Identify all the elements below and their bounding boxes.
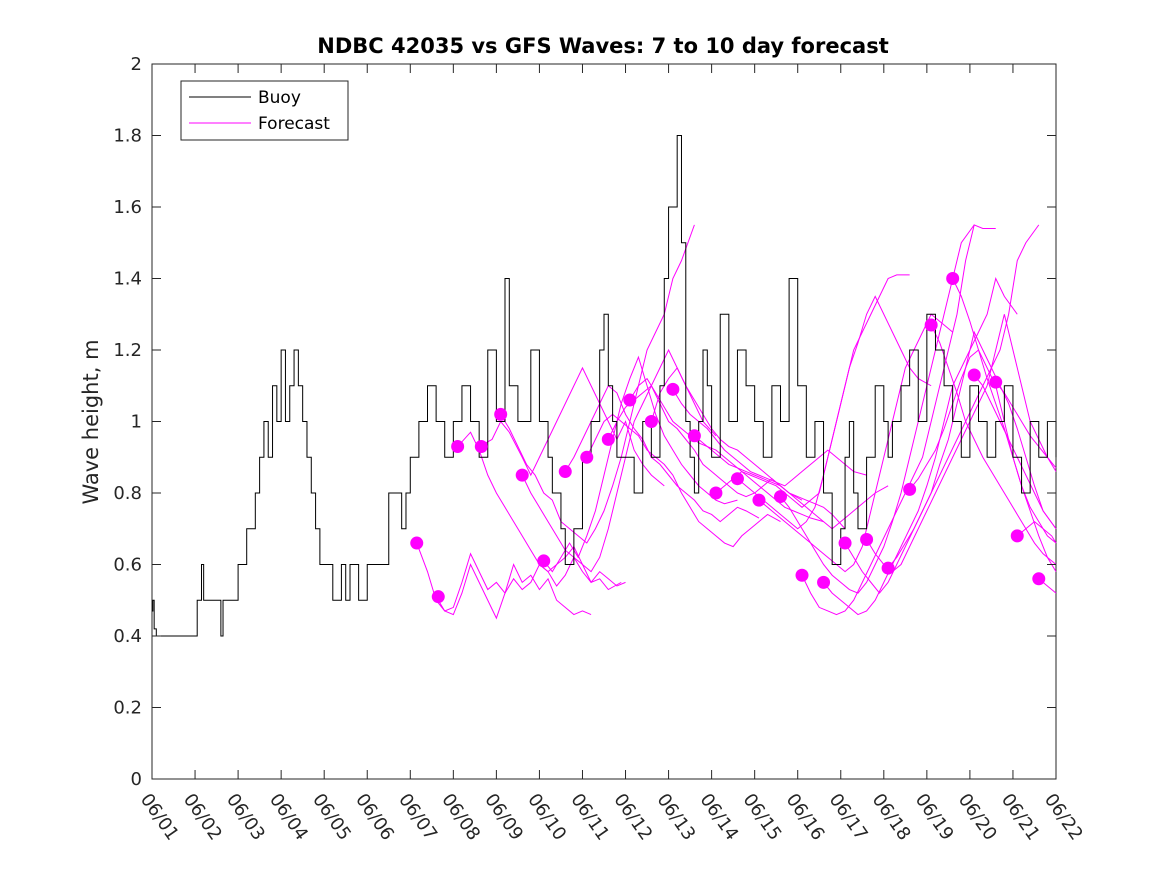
x-tick-label-15: 06/16 [782, 790, 829, 845]
forecast-marker-10 [623, 393, 637, 407]
forecast-series-line-15 [715, 274, 910, 508]
y-tick-label-10: 2 [131, 54, 142, 75]
forecast-marker-6 [537, 554, 551, 568]
y-tick-label-8: 1.6 [113, 197, 142, 218]
forecast-series-line-13 [672, 389, 867, 487]
forecast-series-line-18 [780, 224, 975, 594]
forecast-marker-25 [946, 272, 960, 285]
forecast-series-line-4 [478, 366, 665, 487]
x-tick-label-16: 06/17 [825, 790, 872, 845]
forecast-series-line-3 [457, 431, 626, 587]
y-tick-label-0: 0 [131, 769, 142, 790]
forecast-series-line-5 [500, 224, 695, 544]
x-tick-label-2: 06/03 [222, 790, 269, 845]
x-tick-label-12: 06/13 [652, 790, 699, 845]
forecast-marker-22 [881, 561, 895, 575]
forecast-marker-4 [494, 407, 508, 421]
forecast-series-line-2 [435, 556, 622, 620]
x-tick-label-0: 06/01 [136, 790, 183, 845]
x-tick-label-10: 06/11 [566, 790, 613, 845]
forecast-series-line-11 [629, 377, 824, 523]
forecast-series-group [416, 224, 1057, 620]
forecast-series-line-25 [930, 324, 1057, 565]
forecast-marker-7 [558, 465, 572, 479]
forecast-series-line-10 [607, 384, 803, 501]
forecast-marker-15 [730, 472, 744, 486]
forecast-marker-1 [431, 590, 445, 604]
forecast-marker-0 [410, 536, 424, 550]
forecast-series-line-23 [887, 330, 1057, 569]
y-tick-label-3: 0.6 [113, 555, 142, 576]
x-tick-label-11: 06/12 [609, 790, 656, 845]
forecast-marker-29 [1032, 572, 1046, 586]
y-tick-label-4: 0.8 [113, 483, 142, 504]
forecast-marker-28 [1010, 529, 1024, 543]
forecast-series-line-7 [543, 355, 738, 573]
forecast-marker-8 [580, 450, 594, 464]
forecast-marker-19 [817, 575, 831, 589]
x-tick-label-18: 06/19 [911, 790, 958, 845]
legend-box [180, 80, 349, 141]
forecast-series-line-17 [758, 313, 954, 573]
y-tick-label-9: 1.8 [113, 126, 142, 147]
y-tick-label-7: 1.4 [113, 269, 142, 290]
legend: Buoy Forecast [180, 80, 349, 141]
forecast-series-line-28 [995, 381, 1057, 469]
forecast-marker-14 [709, 486, 723, 500]
x-tick-label-13: 06/14 [696, 790, 743, 845]
legend-buoy-label: Buoy [258, 88, 301, 108]
x-tick-label-3: 06/04 [265, 790, 312, 845]
forecast-marker-9 [601, 432, 615, 446]
forecast-series-line-29 [1016, 520, 1057, 544]
forecast-marker-16 [752, 493, 766, 507]
forecast-marker-5 [515, 468, 529, 482]
forecast-series-line-26 [952, 278, 1057, 572]
forecast-marker-20 [838, 536, 852, 550]
forecast-markers-group [410, 272, 1046, 604]
x-tick-label-20: 06/21 [997, 790, 1044, 845]
forecast-series-line-14 [694, 435, 889, 530]
y-tick-label-1: 0.2 [113, 698, 142, 719]
y-axis: 0 0.2 0.4 0.6 0.8 1 1.2 1.4 1.6 1.8 2 [113, 54, 1056, 790]
x-tick-label-9: 06/10 [523, 790, 570, 845]
forecast-series-line-21 [844, 224, 1040, 594]
y-axis-label: Wave height, m [79, 339, 103, 504]
x-tick-label-21: 06/22 [1040, 790, 1087, 845]
y-tick-label-6: 1.2 [113, 340, 142, 361]
x-tick-label-5: 06/06 [351, 790, 398, 845]
forecast-series-line-19 [801, 224, 996, 616]
x-tick-label-19: 06/20 [954, 790, 1001, 845]
buoy-series-line [152, 135, 1057, 637]
x-tick-label-14: 06/15 [739, 790, 786, 845]
chart-title: NDBC 42035 vs GFS Waves: 7 to 10 day for… [317, 34, 888, 58]
forecast-marker-12 [666, 382, 680, 396]
buoy-series-group [152, 135, 1057, 637]
forecast-series-line-20 [823, 277, 1018, 616]
legend-forecast-label: Forecast [258, 114, 330, 134]
forecast-marker-13 [687, 429, 701, 443]
x-tick-label-6: 06/07 [394, 790, 441, 845]
forecast-marker-23 [903, 482, 917, 496]
forecast-marker-26 [967, 368, 981, 382]
forecast-series-line-8 [564, 384, 760, 523]
forecast-marker-17 [773, 490, 787, 504]
forecast-marker-21 [860, 532, 874, 546]
y-tick-label-5: 1 [131, 412, 142, 433]
x-tick-label-1: 06/02 [179, 790, 226, 845]
forecast-marker-2 [451, 440, 465, 454]
y-tick-label-2: 0.4 [113, 626, 142, 647]
x-tick-label-8: 06/09 [480, 790, 527, 845]
forecast-series-line-16 [737, 295, 932, 530]
x-tick-label-7: 06/08 [437, 790, 484, 845]
forecast-marker-24 [924, 318, 938, 332]
forecast-marker-18 [795, 568, 809, 582]
x-tick-label-17: 06/18 [868, 790, 915, 845]
forecast-marker-11 [644, 415, 658, 428]
forecast-series-line-24 [909, 349, 1057, 544]
x-tick-label-4: 06/05 [308, 790, 355, 845]
forecast-marker-27 [989, 375, 1003, 389]
forecast-marker-3 [474, 440, 488, 454]
